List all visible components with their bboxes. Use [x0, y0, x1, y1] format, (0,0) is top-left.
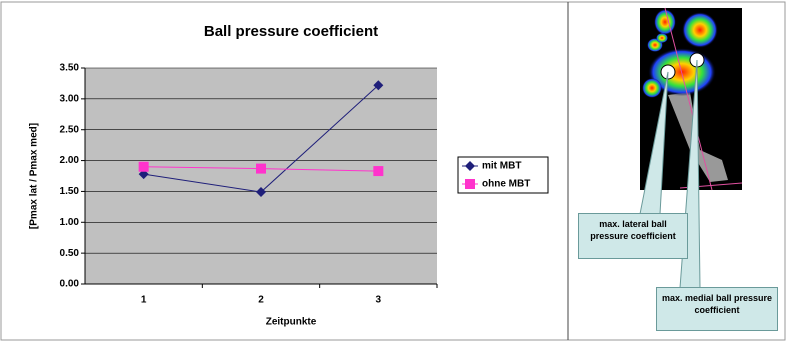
x-tick-label: 2: [258, 295, 264, 306]
y-tick-label: 1.50: [60, 186, 80, 197]
marker: [139, 162, 149, 172]
marker: [256, 164, 266, 174]
y-tick-label: 3.00: [60, 93, 80, 104]
y-tick-label: 0.00: [60, 279, 80, 290]
plot-area: [85, 68, 437, 284]
x-tick-label: 1: [141, 295, 147, 306]
page: Ball pressure coefficient Zeitpunkte [Pm…: [0, 0, 786, 342]
y-axis-label: [Pmax lat / Pmax med]: [29, 123, 40, 229]
marker: [373, 166, 383, 176]
y-tick-label: 3.50: [60, 63, 80, 74]
x-axis-label: Zeitpunkte: [266, 317, 317, 328]
y-tick-label: 2.00: [60, 155, 80, 166]
callout: max. lateral ball pressure coefficient: [578, 213, 688, 259]
marker: [465, 179, 475, 189]
legend-label: mit MBT: [482, 161, 521, 172]
y-tick-label: 1.00: [60, 217, 80, 228]
chart-title: Ball pressure coefficient: [204, 23, 378, 40]
y-tick-label: 0.50: [60, 248, 80, 259]
legend-label: ohne MBT: [482, 179, 530, 190]
x-tick-label: 3: [376, 295, 382, 306]
y-tick-label: 2.50: [60, 124, 80, 135]
callout: max. medial ball pressure coefficient: [656, 287, 778, 331]
